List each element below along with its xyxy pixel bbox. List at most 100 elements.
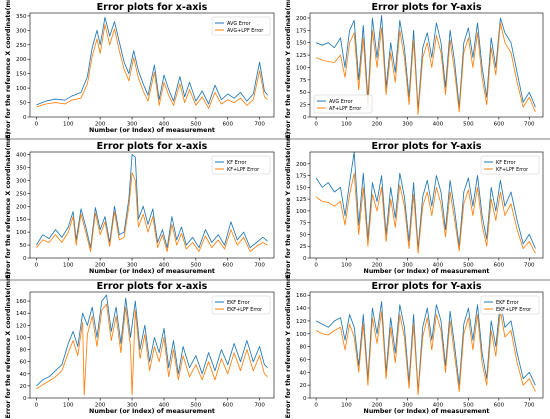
y-tick-label: 200	[16, 204, 27, 210]
x-tick-label: 400	[433, 263, 444, 269]
y-tick-label: 25	[300, 103, 307, 109]
x-tick-label: 600	[494, 263, 505, 269]
y-axis-label: Error for the reference X coordinate(mm)	[5, 271, 12, 418]
y-tick-label: 150	[16, 217, 27, 223]
y-tick-label: 40	[20, 372, 27, 378]
x-tick-label: 200	[372, 263, 383, 269]
y-axis-label: Error for the reference Y coordinate(mm)	[285, 132, 292, 279]
x-tick-label: 300	[402, 403, 413, 409]
x-tick-label: 500	[191, 122, 202, 128]
y-tick-label: 80	[300, 345, 307, 351]
legend-label: KF Error	[496, 160, 516, 166]
x-tick-label: 700	[254, 403, 265, 409]
y-tick-label: 40	[300, 370, 307, 376]
y-tick-label: 150	[296, 41, 307, 47]
x-tick-label: 0	[314, 122, 318, 128]
y-tick-label: 125	[296, 53, 307, 59]
x-tick-label: 300	[402, 263, 413, 269]
x-tick-label: 500	[191, 263, 202, 269]
legend-box	[480, 295, 540, 315]
y-tick-label: 200	[16, 57, 27, 63]
y-tick-label: 0	[303, 115, 307, 121]
x-tick-label: 500	[463, 263, 474, 269]
y-tick-label: 0	[23, 396, 27, 402]
x-tick-label: 600	[223, 122, 234, 128]
x-tick-label: 0	[35, 403, 39, 409]
x-tick-label: 400	[433, 403, 444, 409]
y-tick-label: 120	[16, 323, 27, 329]
x-tick-label: 0	[314, 263, 318, 269]
x-tick-label: 400	[159, 122, 170, 128]
legend-box	[480, 155, 540, 175]
plot-frame	[29, 291, 275, 399]
x-tick-label: 300	[127, 122, 138, 128]
y-tick-label: 100	[296, 332, 307, 338]
series-line-filtered	[315, 22, 536, 115]
chart-title: Error plots for Y-axis	[372, 2, 482, 13]
series-line-raw	[36, 16, 268, 106]
y-tick-label: 140	[16, 311, 27, 317]
series-line-raw	[315, 301, 536, 393]
y-tick-label: 160	[16, 299, 27, 305]
x-tick-label: 700	[524, 263, 535, 269]
x-tick-label: 500	[463, 403, 474, 409]
series-line-filtered	[315, 310, 536, 396]
y-tick-label: 140	[296, 306, 307, 312]
legend-box	[313, 94, 373, 114]
y-axis-label: Error for the reference Y coordinate(mm)	[285, 0, 292, 138]
x-tick-label: 0	[314, 403, 318, 409]
x-axis-label: Number (or Index) of measurement	[364, 268, 490, 275]
y-tick-label: 100	[296, 209, 307, 215]
plot-frame	[29, 151, 275, 259]
y-tick-label: 300	[16, 28, 27, 34]
y-tick-label: 100	[16, 86, 27, 92]
x-tick-label: 600	[223, 263, 234, 269]
y-tick-label: 250	[16, 191, 27, 197]
series-line-raw	[315, 15, 536, 111]
y-tick-label: 25	[300, 244, 307, 250]
x-tick-label: 500	[191, 403, 202, 409]
y-tick-label: 200	[296, 162, 307, 168]
x-tick-label: 0	[35, 263, 39, 269]
y-tick-label: 200	[296, 16, 307, 22]
legend-box	[211, 295, 271, 315]
y-tick-label: 300	[16, 178, 27, 184]
x-tick-label: 400	[433, 122, 444, 128]
series-line-filtered	[36, 172, 268, 252]
x-tick-label: 100	[63, 403, 74, 409]
x-axis-label: Number (or Index) of measurement	[89, 127, 215, 134]
legend-label: EKF+LPF Error	[496, 307, 532, 313]
y-tick-label: 100	[296, 65, 307, 71]
x-tick-label: 200	[95, 263, 106, 269]
y-tick-label: 175	[296, 174, 307, 180]
x-tick-label: 100	[341, 403, 352, 409]
x-tick-label: 200	[95, 403, 106, 409]
legend-label: KF+LPF Error	[496, 167, 529, 173]
x-tick-label: 100	[63, 263, 74, 269]
y-tick-label: 100	[16, 230, 27, 236]
x-tick-label: 100	[63, 122, 74, 128]
x-tick-label: 600	[494, 403, 505, 409]
legend-label: AVG+LPF Error	[227, 28, 264, 34]
y-tick-label: 150	[296, 185, 307, 191]
y-tick-label: 0	[23, 115, 27, 121]
legend-label: EKF+LPF Error	[227, 307, 263, 313]
x-tick-label: 600	[223, 403, 234, 409]
x-axis-label: Number (or Index) of measurement	[364, 408, 490, 415]
y-tick-label: 150	[16, 72, 27, 78]
y-tick-label: 175	[296, 28, 307, 34]
legend-label: KF+LPF Error	[227, 167, 260, 173]
x-tick-label: 200	[372, 403, 383, 409]
y-tick-label: 50	[20, 243, 27, 249]
legend-label: KF Error	[227, 160, 247, 166]
y-tick-label: 50	[20, 101, 27, 107]
y-tick-label: 0	[303, 256, 307, 262]
legend-label: AVG Error	[329, 99, 354, 105]
x-tick-label: 0	[35, 122, 39, 128]
x-tick-label: 500	[463, 122, 474, 128]
x-tick-label: 300	[402, 122, 413, 128]
